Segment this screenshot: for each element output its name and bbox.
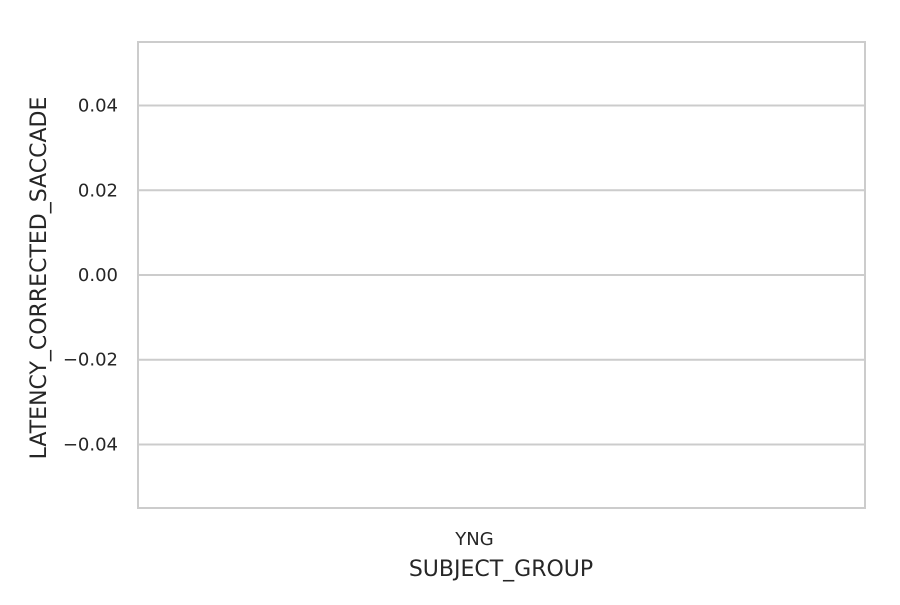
gridlines [138,104,865,446]
plot-frame [137,41,866,509]
y-tick-label: −0.04 [63,434,118,455]
y-tick-label: 0.04 [78,96,118,117]
y-tick-label: 0.02 [78,180,118,201]
tick-labels: 0.04 0.02 0.00 −0.02 −0.04 YNG [63,96,494,550]
x-tick-label: YNG [454,529,493,550]
y-tick-label: −0.02 [63,350,118,371]
x-axis-label: SUBJECT_GROUP [409,557,593,582]
y-tick-label: 0.00 [78,265,118,286]
y-axis-label: LATENCY_CORRECTED_SACCADE [27,97,52,460]
